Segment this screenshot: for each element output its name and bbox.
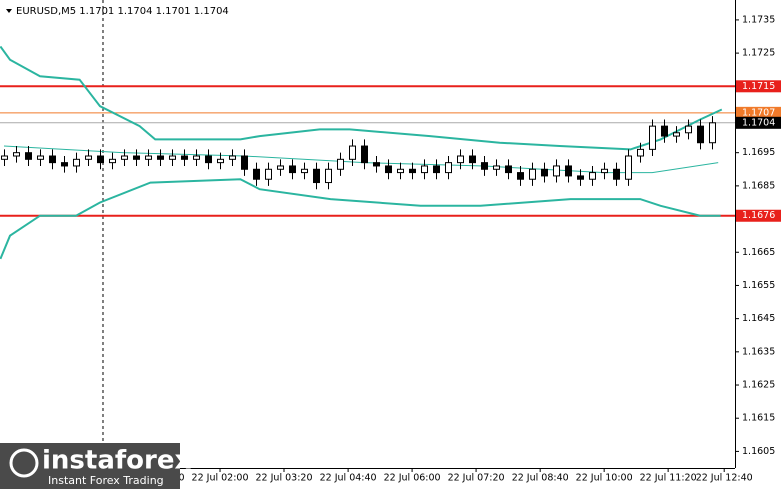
candle-body <box>601 168 608 174</box>
candle-body <box>349 145 356 160</box>
y-tick-label: 1.1625 <box>742 380 775 391</box>
candle-body <box>397 168 404 174</box>
price-tag <box>736 106 781 119</box>
y-tick-label: 1.1645 <box>742 313 775 324</box>
candle-body <box>313 168 320 184</box>
logo-name: instaforex <box>42 446 192 476</box>
candle-body <box>337 158 344 170</box>
candle-body <box>505 165 512 174</box>
candle-body <box>541 168 548 177</box>
y-tick-label: 1.1615 <box>742 413 775 424</box>
price-tag <box>736 209 781 222</box>
candle-body <box>133 155 140 160</box>
candle-body <box>649 125 656 150</box>
candle-body <box>481 162 488 170</box>
candle-body <box>385 165 392 174</box>
candle-body <box>685 125 692 134</box>
x-tick-label: 22 Jul 12:40 <box>696 473 753 484</box>
y-tick-label: 1.1665 <box>742 247 775 258</box>
x-tick-label: 22 Jul 11:20 <box>640 473 697 484</box>
candle-body <box>61 162 68 167</box>
candle-body <box>673 132 680 137</box>
candle-body <box>217 158 224 164</box>
candle-body <box>37 155 44 160</box>
candle-body <box>661 125 668 137</box>
x-tick-label: 22 Jul 10:00 <box>576 473 633 484</box>
candle-body <box>697 125 704 144</box>
candle-body <box>49 155 56 164</box>
candle-body <box>73 158 80 167</box>
y-tick-label: 1.1635 <box>742 346 775 357</box>
price-tag <box>736 80 781 93</box>
candle-body <box>529 168 536 180</box>
candle-body <box>565 165 572 177</box>
candle-body <box>25 152 32 160</box>
candle-body <box>97 155 104 164</box>
bollinger-band <box>0 45 723 151</box>
candle-body <box>205 155 212 164</box>
x-tick-label: 22 Jul 02:00 <box>192 473 249 484</box>
candle-body <box>613 168 620 180</box>
candle-body <box>121 155 128 160</box>
candle-body <box>625 155 632 180</box>
candle-body <box>517 172 524 180</box>
candle-body <box>1 155 8 160</box>
candle-body <box>289 165 296 174</box>
candle-body <box>181 155 188 160</box>
candle-body <box>637 148 644 157</box>
y-tick-label: 1.1685 <box>742 180 775 191</box>
logo-tagline: Instant Forex Trading <box>48 474 164 487</box>
price-tag <box>736 116 781 129</box>
candle-body <box>361 145 368 164</box>
y-tick-label: 1.1605 <box>742 446 775 457</box>
plot-area <box>0 0 735 468</box>
candle-body <box>13 152 20 157</box>
candle-body <box>169 155 176 160</box>
candle-body <box>109 158 116 164</box>
candle-body <box>373 162 380 167</box>
candle-body <box>421 165 428 174</box>
logo: instaforex Instant Forex Trading <box>0 443 192 489</box>
candle-body <box>325 168 332 184</box>
candle-body <box>193 155 200 160</box>
candle-body <box>469 155 476 164</box>
y-tick-label: 1.1655 <box>742 280 775 291</box>
x-tick-label: 22 Jul 08:40 <box>512 473 569 484</box>
candle-body <box>229 155 236 160</box>
y-tick-label: 1.1695 <box>742 147 775 158</box>
price-tag-label: 1.1676 <box>742 210 775 221</box>
bollinger-band <box>0 178 721 260</box>
candle-body <box>157 155 164 160</box>
candle-body <box>241 155 248 170</box>
candle-body <box>145 155 152 160</box>
candle-body <box>433 165 440 174</box>
x-tick-label: 22 Jul 04:40 <box>320 473 377 484</box>
candle-body <box>709 122 716 144</box>
logo-icon <box>9 448 39 478</box>
price-tag-label: 1.1707 <box>742 107 775 118</box>
candle-body <box>577 175 584 180</box>
candle-body <box>589 172 596 180</box>
x-tick-label: 22 Jul 07:20 <box>448 473 505 484</box>
candle-body <box>553 165 560 177</box>
menu-arrow[interactable] <box>6 9 12 13</box>
candle-body <box>265 168 272 180</box>
candle-body <box>457 155 464 164</box>
candle-body <box>85 155 92 160</box>
candle-body <box>301 168 308 174</box>
candle-body <box>445 162 452 174</box>
candle-body <box>253 168 260 180</box>
symbol-header: EURUSD,M5 1.1701 1.1704 1.1701 1.1704 <box>16 6 229 17</box>
price-tag-label: 1.1715 <box>742 81 775 92</box>
candle-body <box>277 165 284 170</box>
price-tag-label: 1.1704 <box>742 117 775 128</box>
y-tick-label: 1.1725 <box>742 48 775 59</box>
x-tick-label: 22 Jul 06:00 <box>384 473 441 484</box>
candle-body <box>493 165 500 170</box>
candle-body <box>409 168 416 174</box>
x-tick-label: 22 Jul 03:20 <box>256 473 313 484</box>
y-tick-label: 1.1735 <box>742 14 775 25</box>
